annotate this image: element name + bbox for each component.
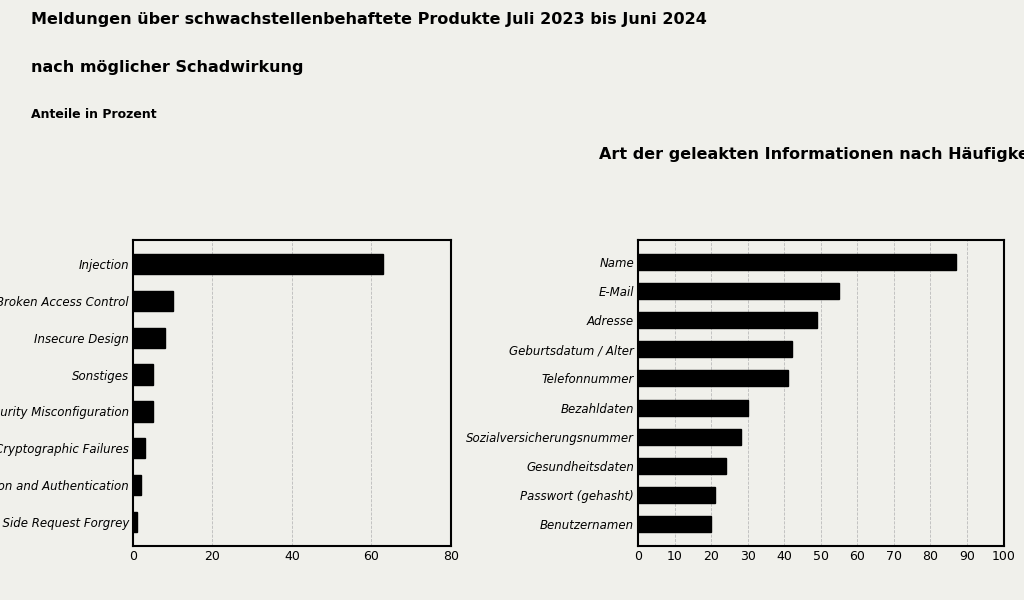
Bar [638, 370, 788, 386]
Bar [638, 458, 726, 474]
Bar [638, 400, 748, 416]
Bar [133, 291, 173, 311]
Bar [133, 475, 141, 495]
Text: Anteile in Prozent: Anteile in Prozent [31, 108, 157, 121]
Bar [638, 516, 712, 532]
Text: nach möglicher Schadwirkung: nach möglicher Schadwirkung [31, 60, 303, 75]
Bar [638, 487, 715, 503]
Bar [638, 312, 817, 328]
Bar [133, 512, 137, 532]
Bar [133, 438, 145, 458]
Bar [638, 428, 740, 445]
Bar [638, 283, 840, 299]
Bar [133, 328, 165, 348]
Bar [638, 341, 792, 358]
Bar [133, 364, 153, 385]
Bar [133, 401, 153, 422]
Bar [638, 254, 956, 270]
Text: Meldungen über schwachstellenbehaftete Produkte Juli 2023 bis Juni 2024: Meldungen über schwachstellenbehaftete P… [31, 12, 707, 27]
Bar [133, 254, 383, 274]
Text: Art der geleakten Informationen nach Häufigkeit: Art der geleakten Informationen nach Häu… [599, 147, 1024, 162]
